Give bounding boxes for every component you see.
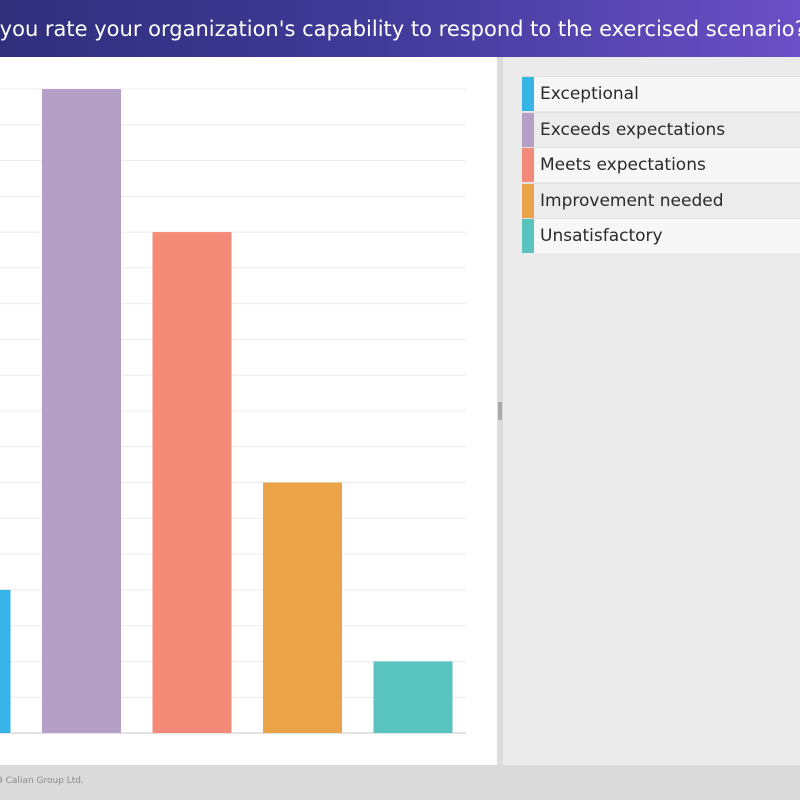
panel-splitter[interactable] (497, 57, 503, 765)
legend-label: Improvement needed (540, 190, 724, 211)
question-title: How would you rate your organization's c… (0, 17, 800, 41)
legend-label: Meets expectations (540, 155, 706, 175)
legend-label: Exceptional (540, 84, 639, 104)
bar-chart (0, 88, 466, 734)
legend-item-exceptional[interactable]: Exceptional (522, 76, 800, 111)
legend-swatch (522, 148, 534, 182)
legend-list: Exceptional Exceeds expectations Meets e… (522, 76, 800, 254)
bar-meets-expectations[interactable] (152, 232, 232, 733)
legend-item-improvement-needed[interactable]: Improvement needed (522, 182, 800, 218)
bar-exceeds-expectations[interactable] (42, 89, 121, 733)
footer: © 2019 Calian Group Ltd. (0, 765, 800, 800)
legend-label: Unsatisfactory (540, 226, 663, 246)
bar-exceptional[interactable] (0, 589, 11, 733)
chart-panel (0, 57, 497, 765)
question-header: How would you rate your organization's c… (0, 0, 800, 57)
legend-swatch (522, 77, 534, 111)
legend-label: Exceeds expectations (540, 119, 726, 140)
copyright-text: © 2019 Calian Group Ltd. (0, 776, 84, 786)
legend-swatch (522, 219, 534, 253)
bar-improvement-needed[interactable] (263, 482, 342, 733)
legend-panel: Exceptional Exceeds expectations Meets e… (503, 57, 800, 765)
splitter-grip-icon[interactable] (498, 402, 502, 420)
legend-swatch (522, 183, 534, 218)
legend-item-unsatisfactory[interactable]: Unsatisfactory (522, 218, 800, 253)
legend-swatch (522, 112, 534, 147)
bar-unsatisfactory[interactable] (373, 661, 453, 733)
legend-item-meets-expectations[interactable]: Meets expectations (522, 147, 800, 182)
legend-item-exceeds-expectations[interactable]: Exceeds expectations (522, 111, 800, 147)
